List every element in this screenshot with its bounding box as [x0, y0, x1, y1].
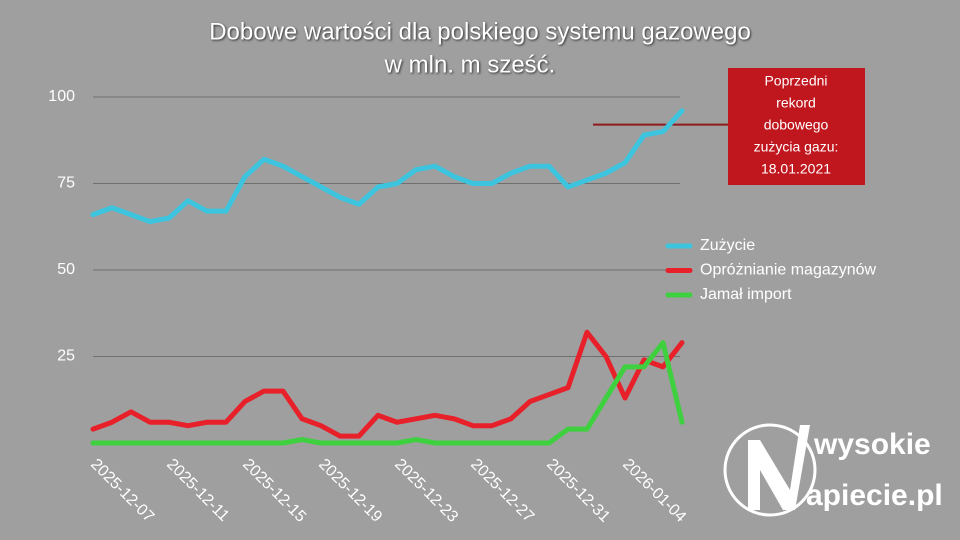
logo-text: apiecie.pl — [806, 479, 943, 512]
annotation-box — [728, 68, 865, 185]
x-tick-label: 2026-01-04 — [619, 456, 689, 526]
y-tick-label: 50 — [57, 261, 75, 278]
x-tick-label: 2025-12-11 — [163, 456, 232, 525]
legend-label: Jamał import — [700, 286, 792, 303]
x-tick-label: 2025-12-27 — [467, 456, 537, 526]
annotation-text: Poprzedni — [764, 73, 827, 89]
annotation-text: dobowego — [764, 117, 829, 133]
chart-subtitle: w mln. m sześć. — [384, 51, 556, 78]
series-line — [90, 340, 685, 446]
x-tick-label: 2025-12-07 — [87, 456, 157, 526]
series-line — [90, 329, 685, 439]
legend-label: Opróżnianie magazynów — [700, 262, 877, 279]
annotation-text: 18.01.2021 — [761, 161, 831, 177]
legend-label: Zużycie — [700, 237, 755, 254]
x-tick-label: 2025-12-23 — [391, 456, 461, 526]
y-tick-label: 100 — [48, 88, 75, 105]
x-tick-label: 2025-12-19 — [315, 456, 385, 526]
annotation-text: rekord — [776, 95, 816, 111]
x-tick-label: 2025-12-15 — [239, 456, 309, 526]
x-tick-label: 2025-12-31 — [543, 456, 613, 526]
logo-text: wysokie — [813, 428, 931, 461]
logo-n — [748, 425, 810, 510]
series-line — [90, 108, 685, 225]
chart-title: Dobowe wartości dla polskiego systemu ga… — [209, 18, 751, 45]
logo-ring — [723, 423, 817, 517]
y-tick-label: 25 — [57, 348, 75, 365]
y-tick-label: 75 — [57, 175, 75, 192]
annotation-text: zużycia gazu: — [754, 139, 839, 155]
